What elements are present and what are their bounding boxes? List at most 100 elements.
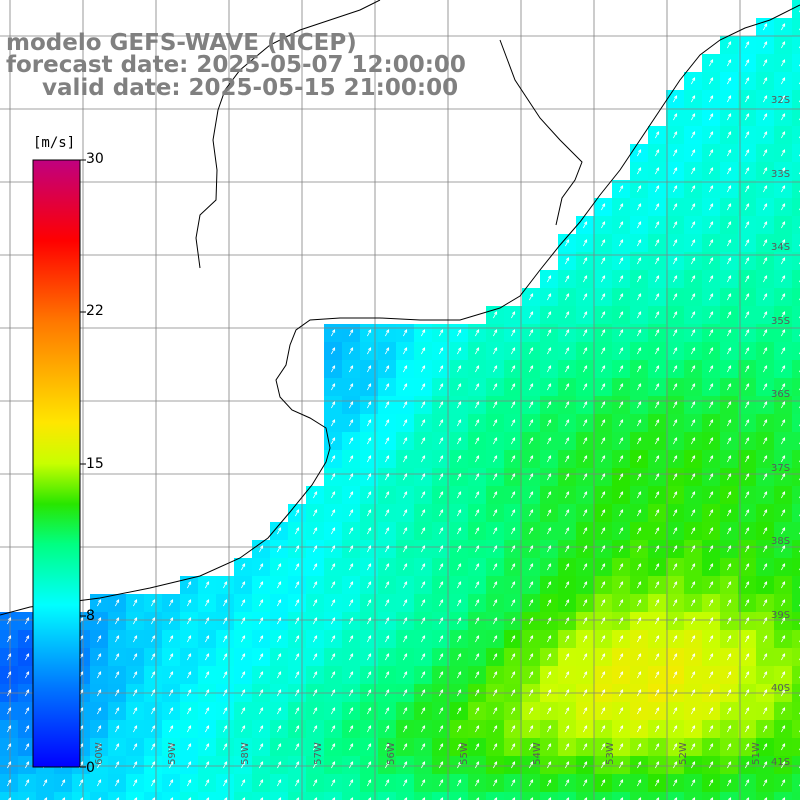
wind-arrow — [709, 203, 714, 211]
wind-arrow — [25, 779, 30, 787]
wind-arrow — [241, 653, 246, 661]
wind-arrow — [475, 437, 480, 445]
wind-arrow — [151, 617, 156, 625]
wind-arrow — [457, 653, 462, 661]
wind-speed-cell — [756, 792, 775, 800]
wind-speed-cell — [792, 72, 800, 91]
wind-arrow — [601, 293, 606, 301]
wind-speed-cell — [792, 180, 800, 199]
wind-arrow — [637, 455, 642, 463]
wind-arrow — [133, 689, 138, 697]
wind-arrow — [511, 527, 516, 535]
wind-arrow — [421, 725, 426, 733]
wind-speed-cell — [792, 738, 800, 757]
wind-arrow — [295, 635, 300, 643]
latitude-label: 38S — [771, 536, 791, 547]
wind-arrow — [673, 401, 678, 409]
wind-arrow — [781, 203, 786, 211]
wind-arrow — [367, 509, 372, 517]
wind-arrow — [781, 545, 786, 553]
wind-arrow — [97, 707, 102, 715]
wind-arrow — [403, 743, 408, 751]
wind-arrow — [259, 779, 264, 787]
wind-arrow — [403, 473, 408, 481]
wind-arrow — [601, 329, 606, 337]
wind-arrow — [691, 149, 696, 157]
wind-arrow — [187, 599, 192, 607]
wind-arrow — [511, 329, 516, 337]
wind-arrow — [511, 653, 516, 661]
wind-arrow — [115, 599, 120, 607]
latitude-label: 33S — [771, 168, 791, 180]
wind-arrow — [763, 635, 768, 643]
wind-arrow — [673, 527, 678, 535]
wind-arrow — [115, 779, 120, 787]
wind-arrow — [709, 635, 714, 643]
wind-arrow — [745, 167, 750, 175]
wind-arrow — [259, 617, 264, 625]
wind-speed-cell — [792, 144, 800, 163]
wind-arrow — [475, 563, 480, 571]
wind-arrow — [511, 383, 516, 391]
colorbar-tick-8: 8 — [86, 608, 95, 624]
wind-arrow — [313, 599, 318, 607]
wind-arrow — [619, 185, 624, 193]
wind-arrow — [457, 635, 462, 643]
wind-arrow — [673, 293, 678, 301]
wind-arrow — [565, 599, 570, 607]
wind-arrow — [583, 473, 588, 481]
wind-arrow — [349, 491, 354, 499]
wind-arrow — [583, 707, 588, 715]
wind-arrow — [619, 527, 624, 535]
wind-arrow — [583, 563, 588, 571]
colorbar-unit: [m/s] — [33, 135, 76, 151]
wind-arrow — [349, 707, 354, 715]
wind-arrow — [601, 275, 606, 283]
wind-arrow — [25, 635, 30, 643]
wind-arrow — [727, 95, 732, 103]
wind-speed-cell — [378, 792, 397, 800]
wind-arrow — [151, 599, 156, 607]
wind-speed-cell — [684, 792, 703, 800]
wind-speed-cell — [792, 702, 800, 721]
wind-arrow — [565, 527, 570, 535]
wind-arrow — [673, 743, 678, 751]
wind-arrow — [277, 707, 282, 715]
wind-arrow — [637, 707, 642, 715]
wind-arrow — [691, 743, 696, 751]
wind-arrow — [673, 113, 678, 121]
wind-speed-cell — [144, 792, 163, 800]
wind-arrow — [313, 743, 318, 751]
latitude-label: 35S — [771, 315, 791, 327]
wind-arrow — [781, 131, 786, 139]
wind-arrow — [637, 221, 642, 229]
wind-arrow — [331, 509, 336, 517]
wind-speed-cell — [576, 792, 595, 800]
wind-arrow — [619, 491, 624, 499]
wind-arrow — [529, 455, 534, 463]
wind-speed-cell — [792, 432, 800, 451]
wind-speed-cell — [792, 342, 800, 361]
wind-speed-cell — [270, 792, 289, 800]
wind-arrow — [547, 779, 552, 787]
wind-arrow — [367, 779, 372, 787]
wind-arrow — [223, 617, 228, 625]
wind-arrow — [385, 329, 390, 337]
wind-arrow — [565, 563, 570, 571]
longitude-label: 54W — [531, 742, 543, 765]
wind-arrow — [295, 779, 300, 787]
wind-arrow — [547, 473, 552, 481]
wind-arrow — [637, 563, 642, 571]
wind-arrow — [529, 509, 534, 517]
wind-arrow — [727, 167, 732, 175]
wind-arrow — [619, 365, 624, 373]
wind-speed-cell — [792, 630, 800, 649]
wind-arrow — [727, 329, 732, 337]
wind-speed-cell — [504, 792, 523, 800]
wind-arrow — [709, 167, 714, 175]
wind-arrow — [727, 131, 732, 139]
wind-arrow — [385, 455, 390, 463]
wind-arrow — [565, 437, 570, 445]
wind-arrow — [421, 599, 426, 607]
wind-arrow — [223, 635, 228, 643]
